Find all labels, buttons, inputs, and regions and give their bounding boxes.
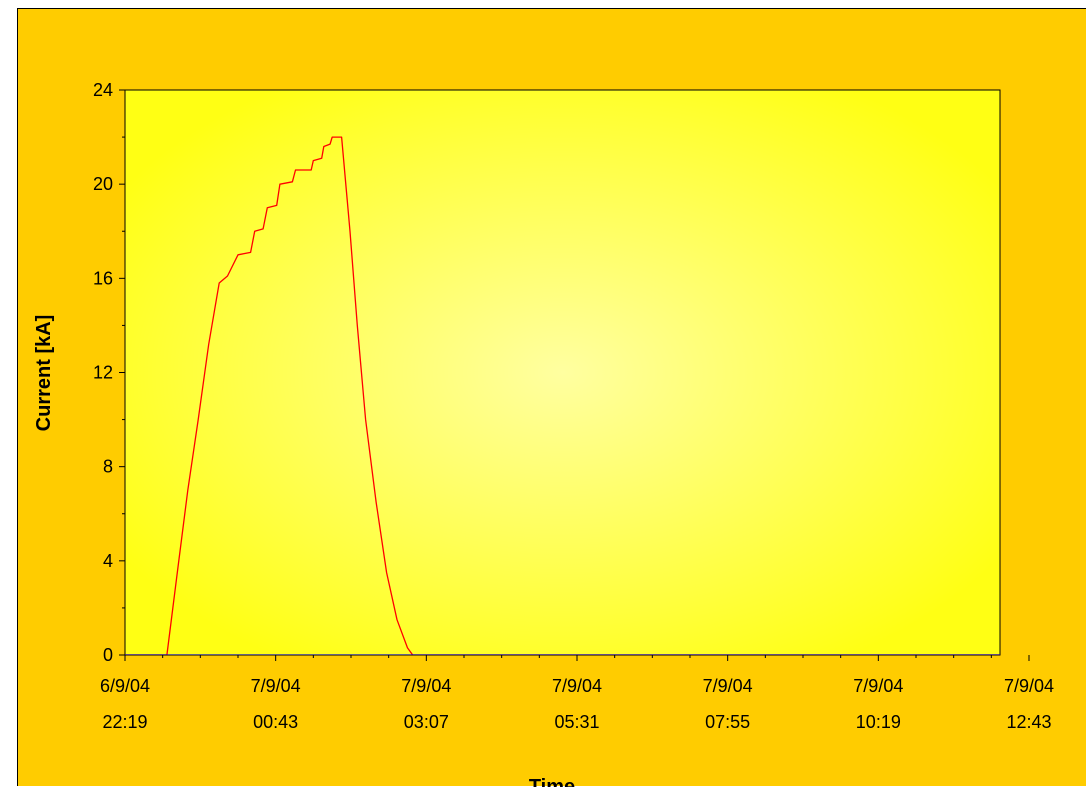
y-axis: 0 4 8 12 16 20 24 (93, 80, 125, 665)
x-tick-label-time: 00:43 (253, 712, 298, 732)
x-tick-label-time: 12:43 (1006, 712, 1051, 732)
y-tick-label: 8 (103, 457, 113, 477)
x-axis: 6/9/04 22:19 7/9/04 00:43 7/9/04 03:07 7/9/04 0… (100, 655, 1054, 732)
series-line-1 (125, 136, 1000, 655)
x-tick-label-date: 7/9/04 (703, 676, 753, 696)
x-tick-label-time: 03:07 (404, 712, 449, 732)
x-tick-label-time: 10:19 (856, 712, 901, 732)
x-tick-label-date: 7/9/04 (401, 676, 451, 696)
x-tick-label-date: 7/9/04 (1004, 676, 1054, 696)
y-tick-label: 24 (93, 80, 113, 100)
x-tick-label-time: 07:55 (705, 712, 750, 732)
x-tick-label-date: 7/9/04 (853, 676, 903, 696)
series-group (125, 136, 1000, 655)
current-vs-time-chart: 0 4 8 12 16 20 24 6/9/04 22:19 7/9/04 00:43 7/9/04… (33, 80, 1054, 787)
y-tick-label: 0 (103, 645, 113, 665)
x-tick-label-time: 05:31 (554, 712, 599, 732)
y-axis-title: Current [kA] (33, 315, 55, 432)
y-tick-label: 12 (93, 363, 113, 383)
x-tick-label-date: 6/9/04 (100, 676, 150, 696)
chart-frame: 0 4 8 12 16 20 24 6/9/04 22:19 7/9/04 00:43 7/9/04… (17, 8, 1086, 787)
y-tick-label: 4 (103, 551, 113, 571)
x-axis-title: Time (529, 776, 575, 787)
x-tick-label-date: 7/9/04 (251, 676, 301, 696)
plot-area (124, 89, 1001, 656)
x-tick-label-date: 7/9/04 (552, 676, 602, 696)
y-tick-label: 16 (93, 268, 113, 288)
x-tick-label-time: 22:19 (102, 712, 147, 732)
y-tick-label: 20 (93, 174, 113, 194)
